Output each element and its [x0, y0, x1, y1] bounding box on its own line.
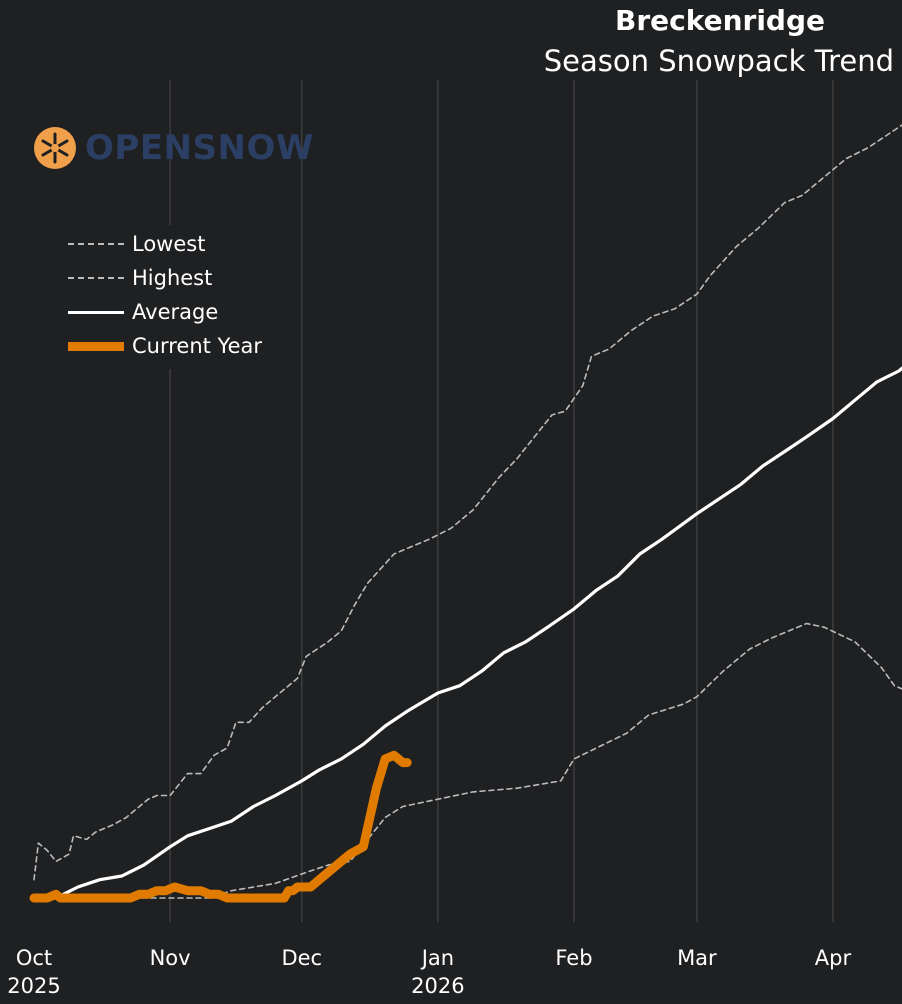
x-tick-sublabel-jan: 2026: [411, 974, 464, 998]
x-tick-sublabel-oct: 2025: [7, 974, 60, 998]
series-layer: [29, 124, 902, 903]
opensnow-logo: OPENSNOW: [33, 126, 314, 170]
series-line-average: [32, 366, 902, 900]
snowflake-sun-icon: [34, 127, 76, 169]
legend-item-average: Average: [68, 295, 262, 329]
tick-layer: Oct 2025 Nov Dec Jan 2026 Feb Mar Apr: [7, 946, 851, 998]
series-line-current-year: [29, 750, 412, 903]
x-tick-label-feb: Feb: [555, 946, 592, 970]
chart-legend: Lowest Highest Average Current Year: [60, 225, 273, 369]
series-line-highest: [33, 124, 902, 881]
logo-wordmark: OPENSNOW: [85, 128, 314, 168]
x-tick-label-apr: Apr: [815, 946, 852, 970]
x-tick-label-oct: Oct: [16, 946, 52, 970]
legend-swatch-lowest: [68, 243, 124, 245]
series-line-lowest: [33, 622, 902, 899]
legend-swatch-highest: [68, 277, 124, 279]
legend-item-highest: Highest: [68, 261, 262, 295]
chart-title: Breckenridge: [614, 4, 825, 37]
legend-label-highest: Highest: [132, 266, 213, 290]
legend-swatch-average: [68, 310, 124, 314]
x-tick-label-nov: Nov: [150, 946, 191, 970]
legend-label-average: Average: [132, 300, 219, 324]
grid-layer: [169, 80, 834, 922]
legend-item-lowest: Lowest: [68, 227, 262, 261]
x-tick-label-dec: Dec: [281, 946, 322, 970]
chart-subtitle: Season Snowpack Trend: [543, 44, 894, 78]
x-tick-label-mar: Mar: [677, 946, 717, 970]
x-tick-label-jan: Jan: [420, 946, 454, 970]
legend-label-current-year: Current Year: [132, 334, 263, 358]
legend-swatch-current-year: [68, 341, 124, 351]
legend-item-current-year: Current Year: [68, 329, 262, 363]
legend-label-lowest: Lowest: [132, 232, 206, 256]
